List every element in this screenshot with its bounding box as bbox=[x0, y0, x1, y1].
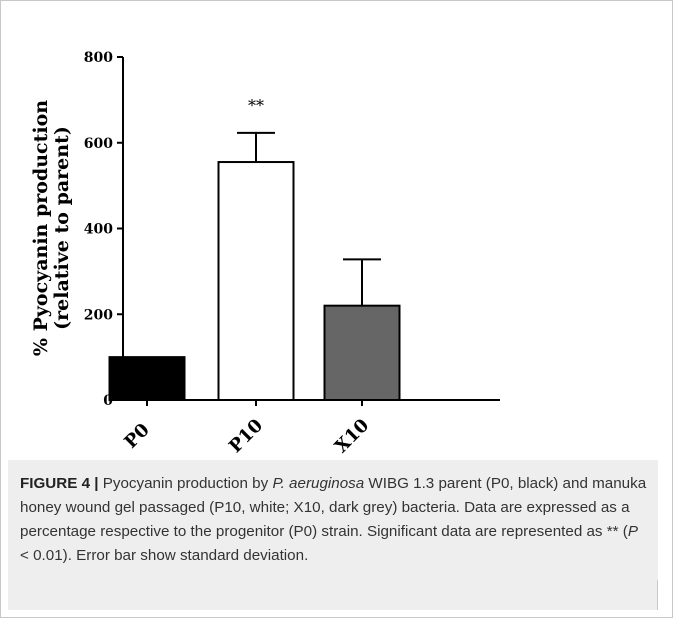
bar-p10 bbox=[217, 161, 295, 401]
bars bbox=[108, 131, 401, 401]
caption-text: Pyocyanin production by P. aeruginosa WI… bbox=[20, 475, 646, 564]
y-tick-label: 600 bbox=[84, 136, 113, 152]
caption-segment: WIBG 1.3 parent (P0, black) and manuka h… bbox=[20, 475, 647, 540]
caption-segment: P bbox=[627, 523, 638, 540]
caption-edge bbox=[657, 580, 658, 610]
figure-area: % Pyocyanin production (relative to paren… bbox=[30, 50, 500, 457]
annotations: ** bbox=[248, 96, 264, 115]
x-tick-label: P0 bbox=[120, 419, 153, 452]
y-axis-label-line: % Pyocyanin production bbox=[30, 100, 52, 356]
figure-caption: FIGURE 4 | Pyocyanin production by P. ae… bbox=[8, 460, 658, 610]
x-tick-label: X10 bbox=[331, 415, 373, 455]
y-tick-label: 0 bbox=[103, 393, 113, 409]
bar-chart: % Pyocyanin production (relative to paren… bbox=[30, 50, 500, 457]
y-tick-label: 800 bbox=[84, 50, 113, 66]
caption-segment: P. aeruginosa bbox=[272, 475, 365, 492]
figure-label: FIGURE 4 | bbox=[20, 475, 99, 492]
y-tick-label: 400 bbox=[84, 222, 113, 238]
y-axis-label-line: (relative to parent) bbox=[51, 126, 73, 330]
caption-segment: Pyocyanin production by bbox=[98, 475, 273, 492]
significance-label: ** bbox=[248, 96, 264, 115]
x-tick-label: P10 bbox=[225, 415, 267, 455]
bar-x10 bbox=[323, 304, 401, 401]
y-tick-label: 200 bbox=[84, 307, 113, 323]
bar-p0 bbox=[108, 356, 186, 401]
y-axis-label: % Pyocyanin production (relative to paren… bbox=[30, 100, 73, 356]
caption-segment: < 0.01). Error bar show standard deviati… bbox=[20, 547, 309, 564]
